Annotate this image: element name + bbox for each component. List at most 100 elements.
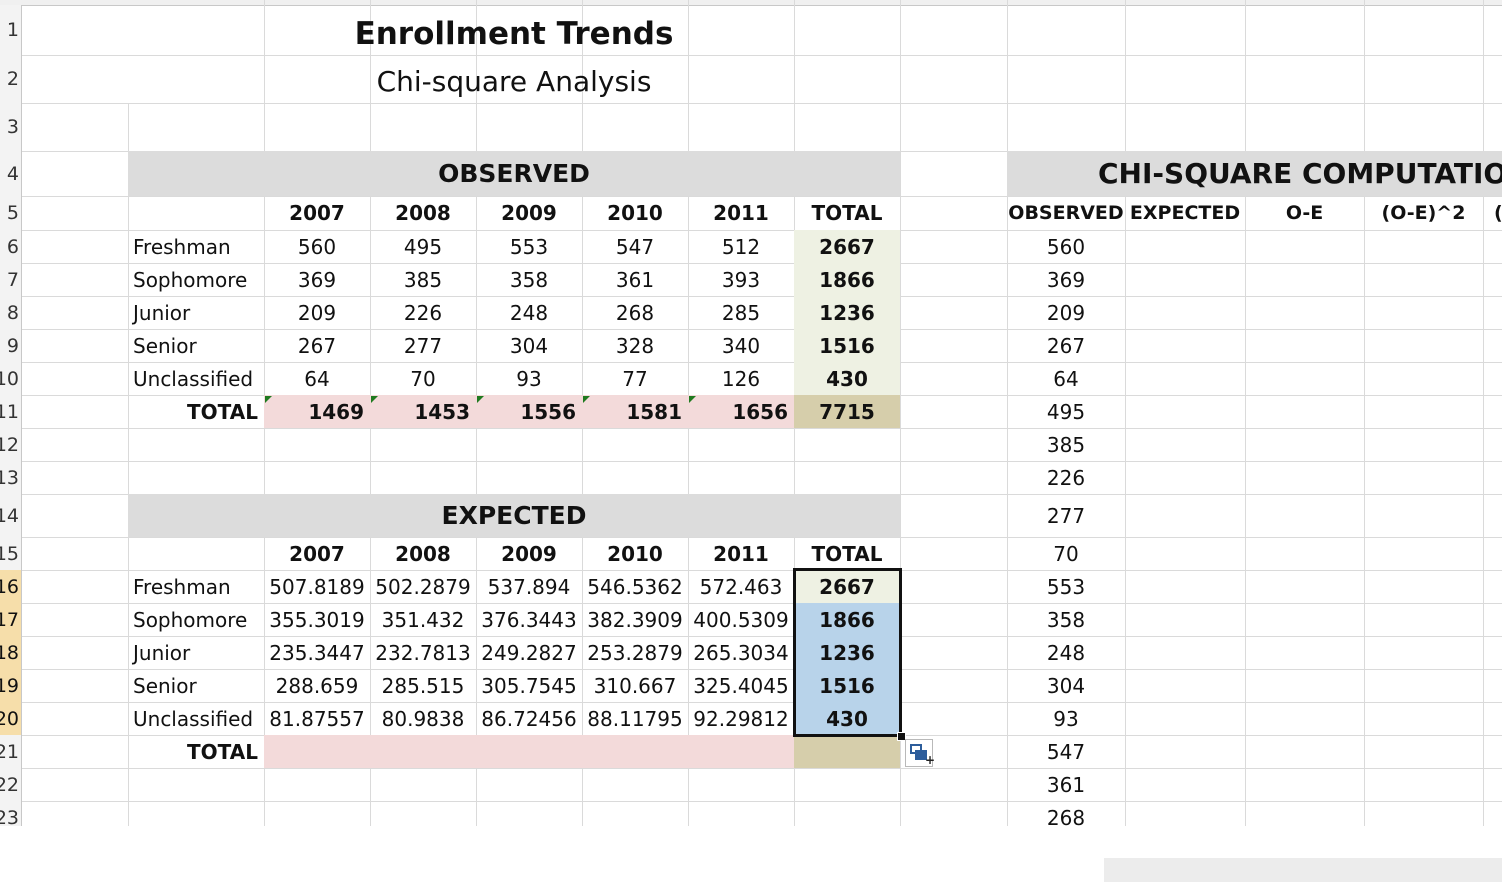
observed-cell[interactable]: 70 bbox=[410, 366, 436, 391]
observed-year-header[interactable]: 2010 bbox=[607, 201, 663, 225]
observed-row-total[interactable]: 430 bbox=[826, 366, 868, 391]
row-header-3[interactable]: 3 bbox=[0, 103, 22, 151]
expected-cell[interactable]: 249.2827 bbox=[481, 640, 577, 665]
observed-column-total[interactable]: 1453 bbox=[414, 399, 470, 424]
row-header-6[interactable]: 6 bbox=[0, 230, 22, 263]
row-header-17[interactable]: 17 bbox=[0, 603, 22, 636]
observed-year-header[interactable]: 2008 bbox=[395, 201, 451, 225]
row-header-14[interactable]: 14 bbox=[0, 494, 22, 537]
observed-cell[interactable]: 340 bbox=[721, 333, 761, 358]
chi-observed-cell[interactable]: 553 bbox=[1046, 574, 1086, 599]
expected-year-header[interactable]: 2011 bbox=[713, 541, 769, 566]
observed-total-header[interactable]: TOTAL bbox=[811, 201, 883, 225]
expected-cell[interactable]: 325.4045 bbox=[693, 673, 789, 698]
observed-column-total[interactable]: 1581 bbox=[626, 399, 682, 424]
observed-row-total[interactable]: 1236 bbox=[819, 300, 875, 325]
expected-row-total[interactable]: 1516 bbox=[819, 673, 875, 698]
observed-cell[interactable]: 285 bbox=[721, 300, 761, 325]
observed-column-total[interactable]: 1469 bbox=[308, 399, 364, 424]
expected-year-header[interactable]: 2008 bbox=[395, 541, 451, 566]
expected-cell[interactable]: 355.3019 bbox=[269, 607, 365, 632]
observed-cell[interactable]: 512 bbox=[721, 234, 761, 259]
spreadsheet-grid[interactable]: 1234567891011121314151617181920212223 En… bbox=[0, 0, 1502, 826]
observed-column-total[interactable]: 1556 bbox=[520, 399, 576, 424]
row-header-4[interactable]: 4 bbox=[0, 151, 22, 196]
observed-cell[interactable]: 248 bbox=[509, 300, 549, 325]
observed-row-total[interactable]: 2667 bbox=[819, 234, 875, 259]
chi-observed-cell[interactable]: 385 bbox=[1046, 432, 1086, 457]
expected-cell[interactable]: 507.8189 bbox=[269, 574, 365, 599]
observed-row-total[interactable]: 1516 bbox=[819, 333, 875, 358]
expected-cell[interactable]: 86.72456 bbox=[481, 706, 577, 731]
observed-row-label[interactable]: Sophomore bbox=[133, 267, 248, 292]
expected-cell[interactable]: 310.667 bbox=[593, 673, 677, 698]
row-header-5[interactable]: 5 bbox=[0, 196, 22, 230]
expected-cell[interactable]: 285.515 bbox=[381, 673, 465, 698]
row-header-16[interactable]: 16 bbox=[0, 570, 22, 603]
chi-observed-cell[interactable]: 268 bbox=[1046, 805, 1086, 827]
expected-cell[interactable]: 400.5309 bbox=[693, 607, 789, 632]
expected-cell[interactable]: 546.5362 bbox=[587, 574, 683, 599]
chi-column-header[interactable]: EXPECTED bbox=[1129, 202, 1241, 224]
chi-observed-cell[interactable]: 70 bbox=[1053, 541, 1079, 566]
observed-cell[interactable]: 209 bbox=[297, 300, 337, 325]
row-header-7[interactable]: 7 bbox=[0, 263, 22, 296]
observed-cell[interactable]: 77 bbox=[622, 366, 648, 391]
chi-column-header[interactable]: O-E bbox=[1285, 202, 1324, 224]
chi-column-header[interactable]: ( bbox=[1494, 202, 1502, 224]
paste-options-icon[interactable]: + bbox=[905, 739, 935, 767]
selection-range[interactable] bbox=[793, 568, 902, 737]
observed-row-label[interactable]: Freshman bbox=[133, 234, 231, 259]
chi-observed-cell[interactable]: 277 bbox=[1046, 503, 1086, 528]
expected-cell[interactable]: 305.7545 bbox=[481, 673, 577, 698]
row-header-18[interactable]: 18 bbox=[0, 636, 22, 669]
expected-row-label[interactable]: Senior bbox=[133, 673, 197, 698]
expected-cell[interactable]: 253.2879 bbox=[587, 640, 683, 665]
observed-totals-label[interactable]: TOTAL bbox=[187, 399, 258, 424]
expected-row-label[interactable]: Freshman bbox=[133, 574, 231, 599]
expected-row-total[interactable]: 430 bbox=[826, 706, 868, 731]
expected-cell[interactable]: 80.9838 bbox=[381, 706, 465, 731]
row-header-15[interactable]: 15 bbox=[0, 537, 22, 570]
observed-cell[interactable]: 268 bbox=[615, 300, 655, 325]
chi-observed-cell[interactable]: 93 bbox=[1053, 706, 1079, 731]
row-header-11[interactable]: 11 bbox=[0, 395, 22, 428]
fill-handle[interactable] bbox=[897, 732, 906, 741]
expected-cell[interactable]: 81.87557 bbox=[269, 706, 365, 731]
row-header-1[interactable]: 1 bbox=[0, 5, 22, 55]
observed-year-header[interactable]: 2007 bbox=[289, 201, 345, 225]
expected-cell[interactable]: 572.463 bbox=[699, 574, 783, 599]
observed-cell[interactable]: 267 bbox=[297, 333, 337, 358]
expected-cell[interactable]: 88.11795 bbox=[587, 706, 683, 731]
chi-observed-cell[interactable]: 495 bbox=[1046, 399, 1086, 424]
observed-cell[interactable]: 553 bbox=[509, 234, 549, 259]
chi-observed-cell[interactable]: 369 bbox=[1046, 267, 1086, 292]
row-header-19[interactable]: 19 bbox=[0, 669, 22, 702]
expected-cell[interactable]: 537.894 bbox=[487, 574, 571, 599]
expected-year-header[interactable]: 2009 bbox=[501, 541, 557, 566]
observed-cell[interactable]: 304 bbox=[509, 333, 549, 358]
observed-cell[interactable]: 393 bbox=[721, 267, 761, 292]
expected-row-total[interactable]: 1236 bbox=[819, 640, 875, 665]
expected-row-label[interactable]: Junior bbox=[133, 640, 191, 665]
observed-year-header[interactable]: 2011 bbox=[713, 201, 769, 225]
expected-cell[interactable]: 382.3909 bbox=[587, 607, 683, 632]
row-header-10[interactable]: 10 bbox=[0, 362, 22, 395]
row-header-21[interactable]: 21 bbox=[0, 735, 22, 768]
observed-cell[interactable]: 328 bbox=[615, 333, 655, 358]
chi-observed-cell[interactable]: 361 bbox=[1046, 772, 1086, 797]
observed-row-label[interactable]: Unclassified bbox=[133, 366, 254, 391]
expected-cell[interactable]: 502.2879 bbox=[375, 574, 471, 599]
observed-cell[interactable]: 64 bbox=[304, 366, 330, 391]
chi-observed-cell[interactable]: 267 bbox=[1046, 333, 1086, 358]
expected-row-label[interactable]: Sophomore bbox=[133, 607, 248, 632]
chi-column-header[interactable]: OBSERVED bbox=[1008, 202, 1124, 224]
observed-cell[interactable]: 361 bbox=[615, 267, 655, 292]
observed-row-label[interactable]: Junior bbox=[133, 300, 191, 325]
row-header-12[interactable]: 12 bbox=[0, 428, 22, 461]
observed-column-total[interactable]: 1656 bbox=[732, 399, 788, 424]
row-header-9[interactable]: 9 bbox=[0, 329, 22, 362]
expected-totals-label[interactable]: TOTAL bbox=[187, 739, 258, 764]
chi-column-header[interactable]: (O-E)^2 bbox=[1381, 202, 1466, 224]
row-header-22[interactable]: 22 bbox=[0, 768, 22, 801]
